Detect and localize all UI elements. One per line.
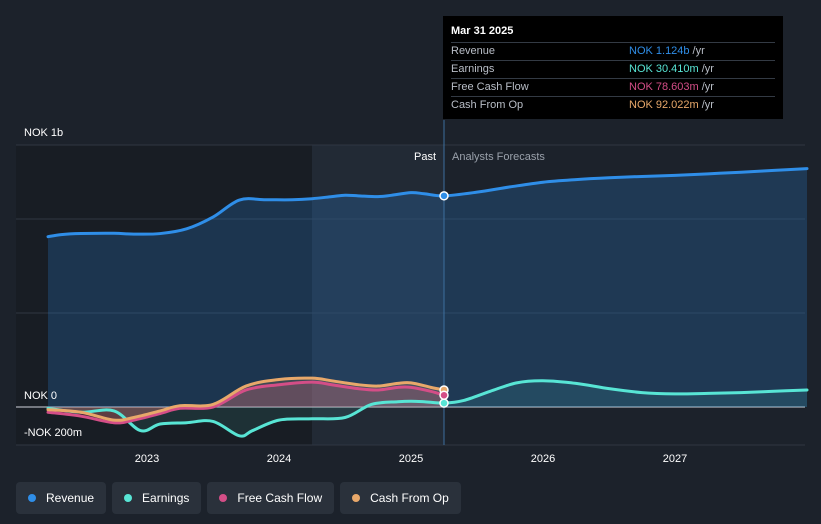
tooltip-label: Revenue [451, 45, 496, 57]
tooltip-row-revenue: Revenue NOK 1.124b /yr [451, 42, 775, 60]
earnings-dot-icon [124, 494, 133, 502]
legend-label: Cash From Op [370, 491, 449, 505]
cash-from-op-dot-icon [352, 494, 361, 502]
y-axis-label: -NOK 200m [24, 427, 82, 439]
tooltip-label: Earnings [451, 63, 495, 75]
free-cash-flow-area [48, 382, 444, 423]
legend-item-cash-from-op[interactable]: Cash From Op [340, 482, 461, 514]
tooltip-value: NOK 92.022m [629, 99, 699, 111]
tooltip-label: Cash From Op [451, 99, 524, 111]
tooltip-unit: /yr [701, 81, 714, 93]
legend: Revenue Earnings Free Cash Flow Cash Fro… [16, 482, 461, 514]
cash-from-op-line [46, 376, 446, 422]
tooltip-unit: /yr [701, 63, 714, 75]
legend-label: Free Cash Flow [237, 491, 323, 505]
legend-item-earnings[interactable]: Earnings [112, 482, 202, 514]
revenue-line [46, 167, 809, 239]
forecast-label: Analysts Forecasts [452, 151, 545, 163]
legend-label: Revenue [46, 491, 95, 505]
x-tick-label: 2024 [267, 453, 291, 465]
x-tick-label: 2023 [135, 453, 159, 465]
free-cash-flow-dot-icon [219, 494, 228, 502]
legend-item-revenue[interactable]: Revenue [16, 482, 107, 514]
tooltip-value: NOK 30.410m [629, 63, 699, 75]
legend-label: Earnings [142, 491, 190, 505]
tooltip-unit: /yr [701, 99, 714, 111]
tooltip-value: NOK 78.603m [629, 81, 699, 93]
legend-item-free-cash-flow[interactable]: Free Cash Flow [207, 482, 335, 514]
cash-from-op-area [48, 378, 444, 421]
x-tick-label: 2027 [663, 453, 687, 465]
tooltip-row-cash-from-op: Cash From Op NOK 92.022m /yr [451, 96, 775, 114]
past-label: Past [414, 151, 436, 163]
tooltip-row-free-cash-flow: Free Cash Flow NOK 78.603m /yr [451, 78, 775, 96]
earnings-marker [439, 398, 449, 408]
revenue-dot-icon [28, 494, 36, 502]
y-axis-label: NOK 1b [24, 127, 63, 139]
free-cash-flow-line [46, 380, 446, 425]
tooltip: Mar 31 2025 Revenue NOK 1.124b /yr Earni… [443, 16, 783, 119]
tooltip-unit: /yr [692, 45, 705, 57]
tooltip-label: Free Cash Flow [451, 81, 529, 93]
earnings-line [46, 379, 809, 438]
tooltip-value: NOK 1.124b [629, 45, 690, 57]
free-cash-flow-marker [439, 390, 449, 400]
x-tick-label: 2026 [531, 453, 555, 465]
earnings-area [48, 380, 807, 437]
revenue-area [48, 168, 807, 407]
x-tick-label: 2025 [399, 453, 423, 465]
y-axis-label: NOK 0 [24, 390, 57, 402]
tooltip-row-earnings: Earnings NOK 30.410m /yr [451, 60, 775, 78]
revenue-marker [439, 191, 449, 201]
tooltip-date: Mar 31 2025 [451, 25, 514, 37]
past-region [16, 145, 312, 445]
